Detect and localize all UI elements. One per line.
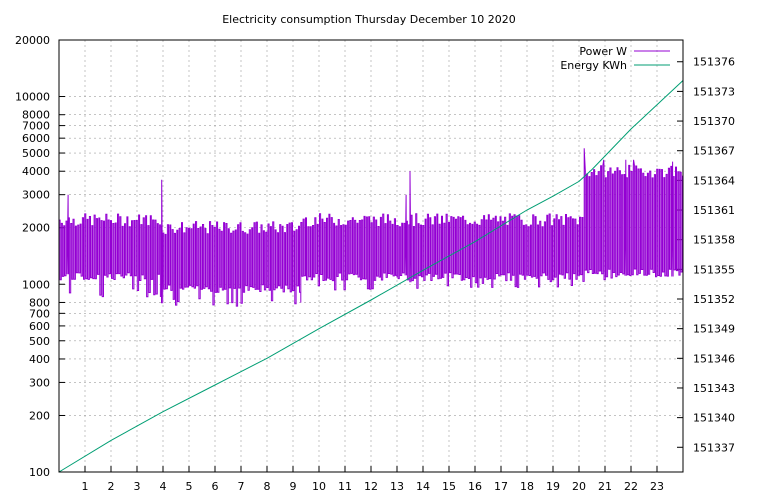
- x-tick-label: 4: [160, 480, 167, 493]
- y-right-tick-label: 151376: [693, 56, 735, 69]
- y-left-tick-label: 4000: [22, 165, 50, 178]
- y-left-tick-label: 200: [29, 409, 50, 422]
- plot-border: [58, 39, 684, 473]
- y-left-tick-label: 400: [29, 353, 50, 366]
- x-tick-label: 16: [468, 480, 482, 493]
- x-tick-label: 7: [238, 480, 245, 493]
- y-left-tick-label: 800: [29, 296, 50, 309]
- y-left-tick-label: 700: [29, 307, 50, 320]
- y-right-tick-label: 151367: [693, 145, 735, 158]
- x-tick-label: 1: [82, 480, 89, 493]
- x-tick-label: 22: [624, 480, 638, 493]
- x-tick-label: 23: [650, 480, 664, 493]
- plot-area: [58, 80, 684, 473]
- power-series-line: [59, 148, 684, 307]
- y-left-tick-label: 6000: [22, 132, 50, 145]
- x-tick-label: 13: [390, 480, 404, 493]
- y-left-tick-label: 7000: [22, 120, 50, 133]
- x-tick-label: 20: [572, 480, 586, 493]
- x-tick-label: 17: [494, 480, 508, 493]
- x-tick-label: 11: [338, 480, 352, 493]
- y-left-tick-label: 100: [29, 466, 50, 479]
- right-axis-ticks: 151337 151340 151343 151346 151349 151352 1513…: [677, 56, 735, 454]
- x-tick-label: 15: [442, 480, 456, 493]
- x-axis-ticks: 1 2 3 4 5 6 7 8 9 10 11 12 13 14 15 16 17 18 19 20 21 22 23: [82, 466, 664, 493]
- x-tick-label: 6: [212, 480, 219, 493]
- energy-series-line: [58, 80, 684, 473]
- y-left-tick-label: 1000: [22, 278, 50, 291]
- y-left-tick-label: 600: [29, 320, 50, 333]
- y-left-tick-label: 5000: [22, 147, 50, 160]
- x-tick-label: 8: [264, 480, 271, 493]
- x-tick-label: 12: [364, 480, 378, 493]
- x-tick-label: 2: [108, 480, 115, 493]
- y-left-tick-label: 20000: [15, 34, 50, 47]
- y-right-tick-label: 151361: [693, 204, 735, 217]
- legend-label-0: Power W: [579, 45, 627, 58]
- x-tick-label: 14: [416, 480, 430, 493]
- x-tick-label: 9: [290, 480, 297, 493]
- y-left-tick-label: 10000: [15, 91, 50, 104]
- y-right-tick-label: 151346: [693, 352, 735, 365]
- y-right-tick-label: 151370: [693, 115, 735, 128]
- y-right-tick-label: 151340: [693, 412, 735, 425]
- x-tick-label: 5: [186, 480, 193, 493]
- y-left-tick-label: 8000: [22, 109, 50, 122]
- x-tick-label: 21: [598, 480, 612, 493]
- chart-title: Electricity consumption Thursday Decembe…: [222, 13, 516, 26]
- y-left-tick-label: 300: [29, 376, 50, 389]
- y-left-tick-label: 3000: [22, 189, 50, 202]
- y-right-tick-label: 151364: [693, 174, 735, 187]
- y-right-tick-label: 151373: [693, 85, 735, 98]
- y-left-tick-label: 2000: [22, 222, 50, 235]
- x-tick-label: 18: [520, 480, 534, 493]
- y-right-tick-label: 151355: [693, 263, 735, 276]
- legend-label-1: Energy KWh: [560, 59, 627, 72]
- y-right-tick-label: 151358: [693, 234, 735, 247]
- y-left-tick-label: 500: [29, 335, 50, 348]
- y-right-tick-label: 151343: [693, 382, 735, 395]
- y-right-tick-label: 151337: [693, 441, 735, 454]
- x-tick-label: 10: [312, 480, 326, 493]
- x-tick-label: 3: [134, 480, 141, 493]
- x-tick-label: 19: [546, 480, 560, 493]
- y-right-tick-label: 151352: [693, 293, 735, 306]
- y-right-tick-label: 151349: [693, 323, 735, 336]
